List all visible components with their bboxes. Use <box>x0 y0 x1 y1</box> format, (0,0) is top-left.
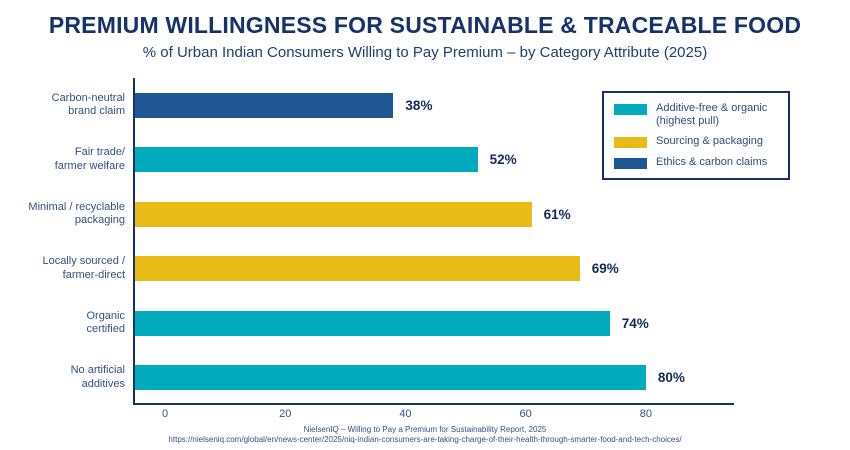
legend-label: Ethics & carbon claims <box>656 155 768 168</box>
bar <box>135 310 610 336</box>
x-tick-label: 20 <box>279 408 292 420</box>
legend-item: Ethics & carbon claims <box>614 156 778 169</box>
bar-value-label: 52% <box>489 152 517 168</box>
x-tick-label: 0 <box>161 408 169 420</box>
legend-swatch-icon <box>614 157 647 169</box>
x-axis-ticks: 0 20 40 60 80 <box>135 408 734 424</box>
legend-swatch-icon <box>614 104 647 115</box>
category-label: Carbon-neutral brand claim <box>51 91 125 118</box>
category-label: Locally sourced / farmer-direct <box>42 255 125 281</box>
source-url: https://nielseniq.com/global/en/news-cen… <box>168 435 682 444</box>
legend-label: Additive-free & organic (highest pull) <box>656 102 768 128</box>
legend-label: Sourcing & packaging <box>656 135 764 148</box>
bar-value-label: 69% <box>591 261 619 277</box>
source-citation: NielsenIQ – Willing to Pay a Premium for… <box>303 425 547 434</box>
bar <box>135 92 394 118</box>
category-label: Minimal / recyclable packaging <box>28 200 125 227</box>
bar-chart: Carbon-neutral brand claim Fair trade/farm… <box>8 78 734 420</box>
chart-header: PREMIUM WILLINGNESS FOR SUSTAINABLE & TR… <box>0 0 850 61</box>
legend-item: Sourcing & packaging <box>614 135 778 149</box>
bar-value-label: 38% <box>405 97 433 113</box>
chart-title: PREMIUM WILLINGNESS FOR SUSTAINABLE & TR… <box>48 12 802 38</box>
x-tick-label: 40 <box>399 408 412 420</box>
category-label: Organic certified <box>86 309 125 336</box>
chart-subtitle: % of Urban Indian Consumers Willing to P… <box>142 44 708 61</box>
bar <box>135 256 580 282</box>
bar-value-label: 74% <box>621 315 649 331</box>
x-tick-label: 80 <box>639 408 652 420</box>
x-tick-label: 60 <box>519 408 532 420</box>
category-label: Fair trade/farmer welfare <box>54 146 125 172</box>
legend-box: Additive-free & organic (highest pull) So… <box>602 91 790 180</box>
bar-value-label: 80% <box>657 370 685 386</box>
bar-value-label: 61% <box>543 206 571 222</box>
legend-swatch-icon <box>614 137 647 149</box>
bar <box>135 365 646 391</box>
plot-area: 0 20 40 60 80 38% 52% 61% 69% 74% 80% <box>133 78 734 420</box>
category-label: No artificial additives <box>70 364 125 390</box>
bar <box>135 147 478 173</box>
legend-item: Additive-free & organic (highest pull) <box>614 102 778 128</box>
bar <box>135 201 532 227</box>
category-axis-labels: Carbon-neutral brand claim Fair trade/farm… <box>8 78 133 405</box>
